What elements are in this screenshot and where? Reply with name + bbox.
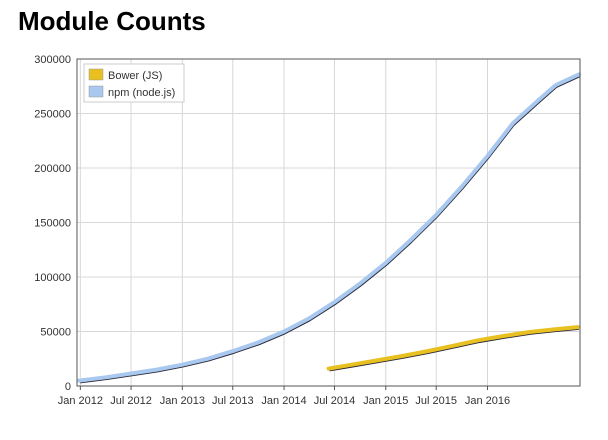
x-tick-label: Jul 2014 — [314, 395, 356, 407]
x-tick-label: Jul 2015 — [415, 395, 457, 407]
legend-swatch — [88, 68, 104, 81]
x-tick-label: Jan 2015 — [363, 395, 408, 407]
x-tick-label: Jul 2013 — [212, 395, 254, 407]
y-tick-label: 300000 — [34, 54, 71, 66]
x-tick-label: Jan 2014 — [261, 395, 306, 407]
legend-swatch — [88, 85, 104, 98]
legend-label: npm (node.js) — [108, 87, 175, 99]
x-tick-label: Jan 2012 — [58, 395, 103, 407]
axis-labels: 0 50000 100000 150000 200000 250000 300000 Jan … — [34, 54, 510, 407]
y-tick-label: 150000 — [34, 218, 71, 230]
y-tick-label: 50000 — [40, 327, 71, 339]
y-tick-label: 250000 — [34, 109, 71, 121]
series-line-1 — [77, 72, 582, 383]
y-tick-label: 0 — [65, 381, 71, 393]
x-tick-label: Jan 2013 — [160, 395, 205, 407]
y-tick-label: 200000 — [34, 163, 71, 175]
series-shadow — [329, 328, 579, 372]
legend: Bower (JS) npm (node.js) — [83, 63, 185, 103]
series-lines — [77, 72, 582, 384]
y-tick-label: 100000 — [34, 272, 71, 284]
chart-title: Module Counts — [18, 6, 206, 36]
x-tick-label: Jul 2012 — [110, 395, 152, 407]
x-tick-label: Jan 2016 — [465, 395, 510, 407]
plot-border — [76, 58, 581, 387]
series-shadow — [80, 75, 581, 384]
series-line-0 — [326, 325, 580, 371]
legend-label: Bower (JS) — [108, 70, 162, 82]
